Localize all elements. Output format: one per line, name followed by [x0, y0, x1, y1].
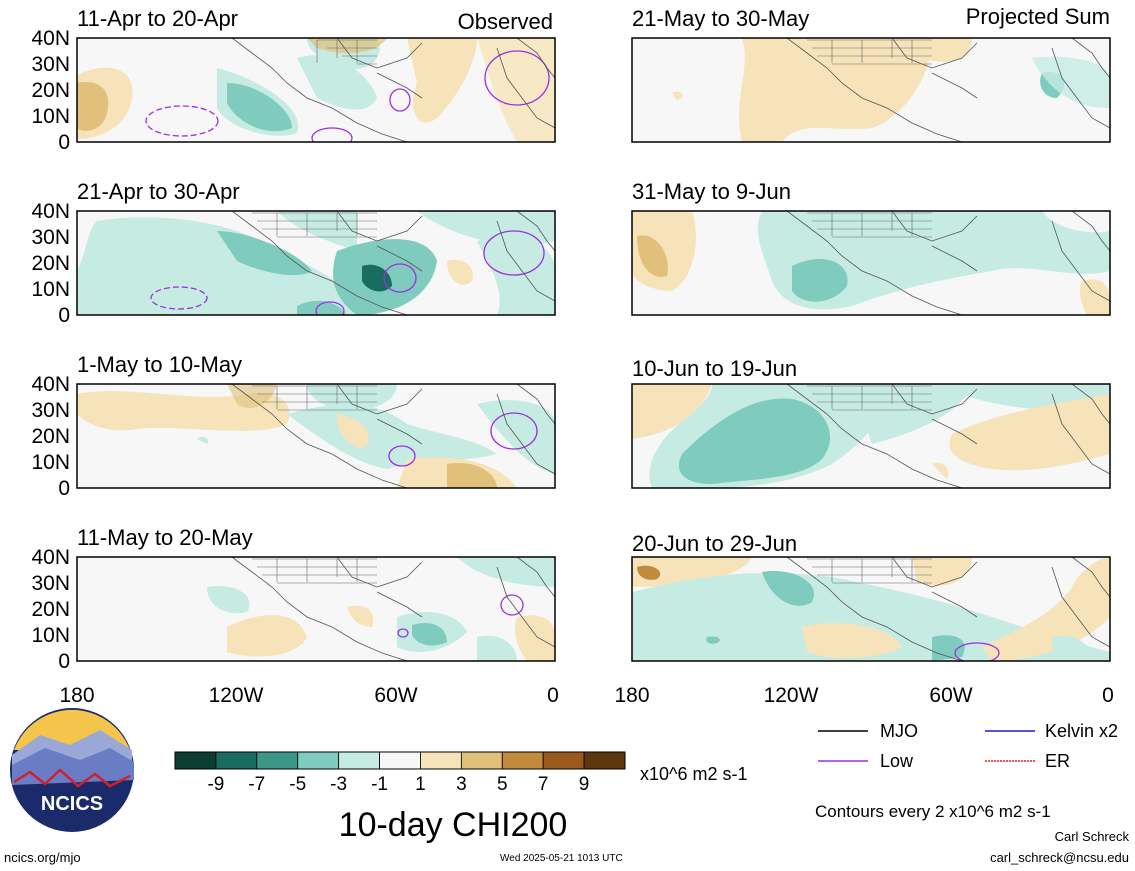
- svg-text:10N: 10N: [31, 278, 70, 301]
- svg-text:NCICS: NCICS: [41, 793, 103, 815]
- footer-timestamp: Wed 2025-05-21 1013 UTC: [500, 853, 623, 864]
- colorbar-tick-label: -7: [248, 774, 265, 795]
- map-panel-6: [631, 210, 1111, 316]
- footer-email[interactable]: carl_schreck@ncsu.edu: [990, 850, 1129, 865]
- map-panel-2: [76, 210, 556, 316]
- legend-mjo: MJO: [880, 721, 918, 741]
- colorbar-units: x10^6 m2 s-1: [640, 764, 748, 784]
- panel-title-7: 10-Jun to 19-Jun: [632, 356, 797, 381]
- projected-sum-label: Projected Sum: [966, 4, 1110, 29]
- footer-url[interactable]: ncics.org/mjo: [4, 850, 81, 865]
- panel-title-8: 20-Jun to 29-Jun: [632, 531, 797, 556]
- colorbar-tick-label: 5: [497, 774, 508, 795]
- svg-text:10N: 10N: [31, 451, 70, 474]
- legend-low: Low: [880, 751, 914, 771]
- colorbar-swatch: [583, 751, 626, 770]
- map-panel-7: [631, 383, 1111, 489]
- panel-title-4: 11-May to 20-May: [77, 525, 253, 550]
- svg-text:20N: 20N: [31, 598, 70, 621]
- ncics-logo: NCICS: [10, 708, 134, 832]
- colorbar-swatch: [256, 751, 299, 770]
- colorbar-tick-label: 1: [415, 774, 426, 795]
- footer-author: Carl Schreck: [1054, 829, 1129, 844]
- map-panel-4: [76, 556, 556, 662]
- svg-text:30N: 30N: [31, 226, 70, 249]
- svg-text:0: 0: [58, 650, 70, 673]
- svg-text:60W: 60W: [929, 684, 972, 707]
- svg-text:0: 0: [1102, 684, 1114, 707]
- map-panel-8: [631, 556, 1111, 662]
- svg-text:30N: 30N: [31, 53, 70, 76]
- panel-title-1: 11-Apr to 20-Apr: [77, 6, 238, 31]
- svg-text:20N: 20N: [31, 79, 70, 102]
- lat-axis-left: 40N 30N 20N 10N 0 40N 30N 20N 10N 0 40N 30N 20N 10N…: [31, 27, 70, 673]
- colorbar: -9 -7 -5 -3 -1 1 3 5 7 9: [174, 751, 626, 795]
- colorbar-swatch: [379, 751, 421, 770]
- colorbar-swatch: [297, 751, 340, 770]
- colorbar-tick-label: -9: [207, 774, 224, 795]
- svg-text:40N: 40N: [31, 27, 70, 50]
- svg-text:40N: 40N: [31, 546, 70, 569]
- colorbar-tick-label: 9: [579, 774, 590, 795]
- panel-title-6: 31-May to 9-Jun: [632, 179, 791, 204]
- svg-text:20N: 20N: [31, 252, 70, 275]
- svg-text:180: 180: [59, 684, 94, 707]
- legend-er: ER: [1045, 751, 1070, 771]
- figure-title: 10-day CHI200: [339, 806, 568, 844]
- lon-axis-right: 180 120W 60W 0: [614, 684, 1113, 707]
- panel-title-3: 1-May to 10-May: [77, 352, 242, 377]
- svg-text:0: 0: [58, 477, 70, 500]
- colorbar-swatch: [460, 751, 503, 770]
- svg-text:120W: 120W: [209, 684, 264, 707]
- observed-label: Observed: [458, 9, 553, 34]
- colorbar-tick-label: -1: [371, 774, 388, 795]
- svg-text:10N: 10N: [31, 624, 70, 647]
- colorbar-swatch: [215, 751, 258, 770]
- svg-text:0: 0: [547, 684, 559, 707]
- lon-axis-left: 180 120W 60W 0: [59, 684, 558, 707]
- svg-text:0: 0: [58, 304, 70, 327]
- colorbar-tick-label: 7: [538, 774, 549, 795]
- colorbar-swatch: [420, 751, 462, 770]
- legend-kelvin: Kelvin x2: [1045, 721, 1118, 741]
- map-panel-5: [631, 37, 1111, 143]
- legend: MJO Kelvin x2 Low ER: [818, 721, 1118, 771]
- colorbar-swatch: [542, 751, 585, 770]
- svg-text:20N: 20N: [31, 425, 70, 448]
- panel-title-2: 21-Apr to 30-Apr: [77, 179, 240, 204]
- map-panel-1: [76, 37, 556, 143]
- svg-text:40N: 40N: [31, 373, 70, 396]
- svg-text:180: 180: [614, 684, 649, 707]
- svg-text:0: 0: [58, 131, 70, 154]
- panel-title-5: 21-May to 30-May: [632, 6, 809, 31]
- map-panel-3: [76, 383, 556, 489]
- contour-note: Contours every 2 x10^6 m2 s-1: [815, 802, 1051, 821]
- colorbar-tick-label: 3: [456, 774, 467, 795]
- colorbar-tick-label: -3: [330, 774, 347, 795]
- svg-text:10N: 10N: [31, 105, 70, 128]
- svg-text:40N: 40N: [31, 200, 70, 223]
- svg-text:120W: 120W: [764, 684, 819, 707]
- colorbar-swatch: [338, 751, 380, 770]
- svg-text:30N: 30N: [31, 572, 70, 595]
- colorbar-tick-label: -5: [289, 774, 306, 795]
- svg-text:60W: 60W: [374, 684, 417, 707]
- colorbar-swatch: [174, 751, 217, 770]
- colorbar-swatch: [501, 751, 544, 770]
- svg-text:30N: 30N: [31, 399, 70, 422]
